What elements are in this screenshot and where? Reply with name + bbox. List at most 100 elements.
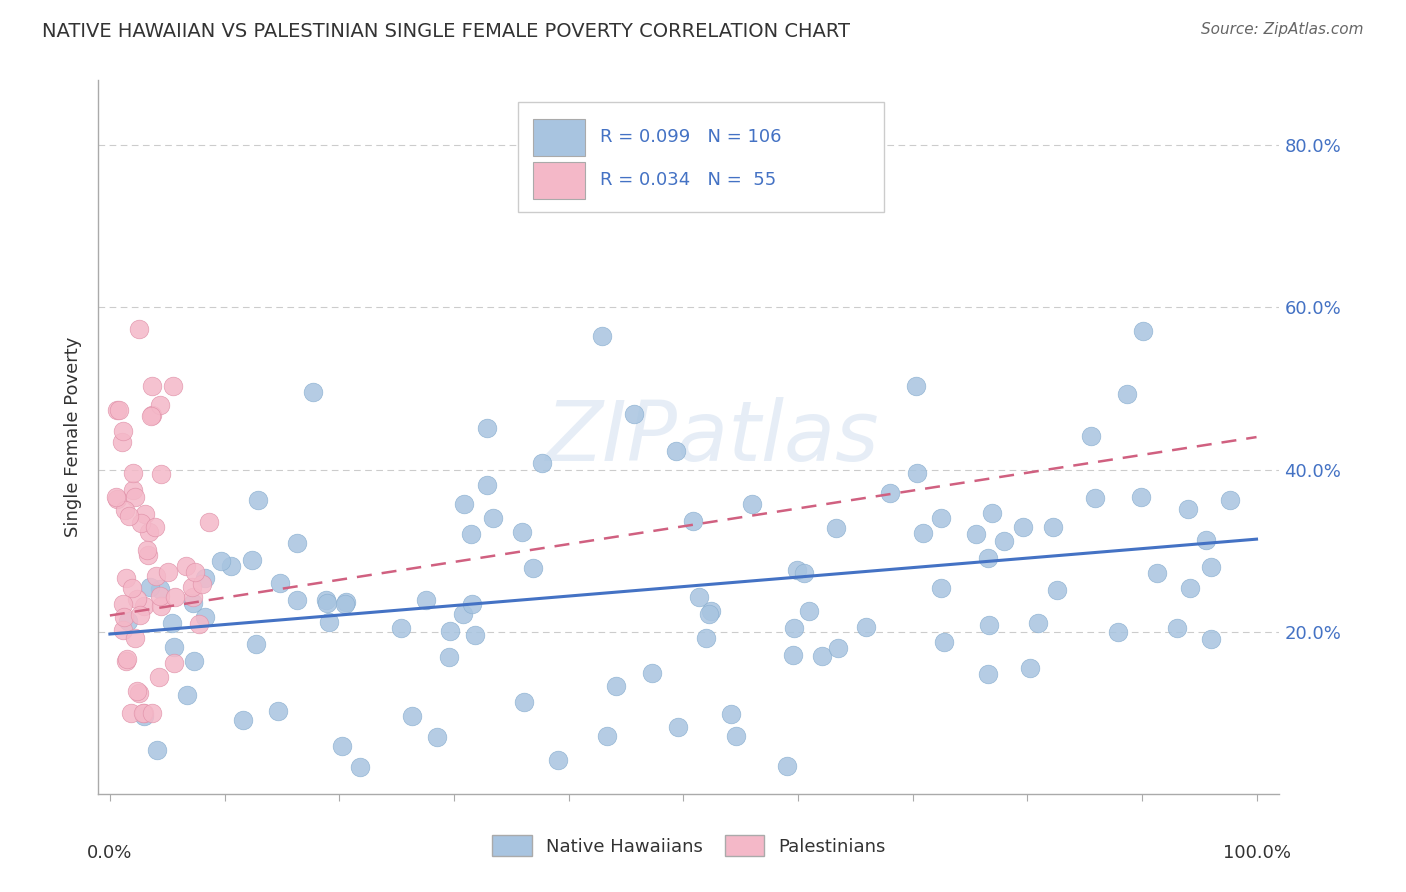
Point bbox=[426, 730, 449, 744]
Point bbox=[134, 706, 156, 720]
Text: Source: ZipAtlas.com: Source: ZipAtlas.com bbox=[1201, 22, 1364, 37]
Point bbox=[979, 618, 1001, 632]
Point bbox=[783, 621, 806, 635]
Point bbox=[124, 632, 146, 646]
Point bbox=[623, 407, 645, 421]
Point bbox=[129, 608, 152, 623]
Point bbox=[136, 543, 159, 558]
Point bbox=[193, 571, 215, 585]
Point bbox=[183, 654, 205, 668]
Point bbox=[128, 686, 150, 700]
Point bbox=[697, 607, 720, 621]
Point bbox=[591, 329, 613, 343]
Point bbox=[335, 595, 357, 609]
Point bbox=[285, 536, 308, 550]
Point bbox=[316, 596, 339, 610]
Point bbox=[145, 743, 167, 757]
Point bbox=[1011, 520, 1033, 534]
Point bbox=[120, 706, 142, 720]
Point bbox=[453, 497, 475, 511]
Point bbox=[1146, 566, 1168, 580]
Point bbox=[176, 688, 198, 702]
Text: 100.0%: 100.0% bbox=[1223, 844, 1291, 862]
Point bbox=[330, 739, 353, 754]
Point bbox=[114, 571, 136, 585]
Point bbox=[149, 467, 172, 482]
Point bbox=[522, 561, 544, 575]
Point bbox=[150, 599, 173, 614]
Point bbox=[349, 760, 371, 774]
Point bbox=[825, 521, 848, 535]
Point bbox=[139, 409, 162, 424]
Point bbox=[124, 490, 146, 504]
Point bbox=[596, 729, 619, 743]
Point bbox=[285, 593, 308, 607]
Point bbox=[315, 593, 337, 607]
Point bbox=[108, 402, 131, 417]
Point bbox=[163, 656, 186, 670]
Point bbox=[129, 516, 152, 531]
Point bbox=[1084, 491, 1107, 506]
Point bbox=[1199, 632, 1222, 646]
Point bbox=[121, 581, 143, 595]
Point bbox=[118, 509, 141, 524]
Point bbox=[174, 559, 197, 574]
Point bbox=[513, 695, 536, 709]
Point bbox=[741, 497, 763, 511]
Point bbox=[932, 635, 955, 649]
Point bbox=[111, 623, 134, 637]
Point bbox=[904, 379, 927, 393]
Point bbox=[302, 384, 325, 399]
Point bbox=[1018, 661, 1040, 675]
Point bbox=[180, 580, 202, 594]
Point bbox=[1166, 621, 1188, 635]
Point bbox=[415, 593, 437, 607]
Point bbox=[181, 596, 204, 610]
Point bbox=[209, 554, 232, 568]
Point bbox=[121, 466, 143, 480]
Point bbox=[245, 636, 267, 650]
Point bbox=[929, 511, 952, 525]
Point bbox=[194, 610, 217, 624]
Point bbox=[148, 670, 170, 684]
Point bbox=[128, 322, 150, 336]
Point bbox=[134, 708, 156, 723]
Point bbox=[460, 526, 482, 541]
Point bbox=[134, 599, 156, 613]
Point bbox=[695, 631, 717, 645]
Point bbox=[115, 655, 138, 669]
Point bbox=[247, 492, 270, 507]
Text: R = 0.099   N = 106: R = 0.099 N = 106 bbox=[600, 128, 782, 146]
Point bbox=[105, 492, 128, 507]
Point bbox=[1046, 582, 1069, 597]
Point bbox=[138, 524, 160, 539]
Point bbox=[114, 503, 136, 517]
Point bbox=[993, 533, 1015, 548]
Point bbox=[139, 580, 162, 594]
Point bbox=[267, 705, 290, 719]
Point bbox=[786, 563, 808, 577]
Point bbox=[145, 569, 167, 583]
Point bbox=[162, 379, 184, 393]
Point bbox=[665, 444, 688, 458]
Point bbox=[160, 615, 183, 630]
Point bbox=[188, 617, 211, 632]
Point bbox=[125, 591, 148, 606]
Point bbox=[181, 590, 204, 604]
Point bbox=[1178, 581, 1201, 595]
Point bbox=[464, 628, 486, 642]
Point bbox=[482, 511, 505, 525]
Point bbox=[793, 566, 815, 580]
Point bbox=[439, 624, 461, 639]
Point bbox=[1132, 324, 1154, 338]
Point bbox=[141, 408, 163, 422]
Point bbox=[1115, 387, 1137, 401]
Text: 0.0%: 0.0% bbox=[87, 844, 132, 862]
Point bbox=[117, 614, 139, 628]
Point bbox=[700, 604, 723, 618]
Point bbox=[191, 577, 214, 591]
Point bbox=[855, 620, 877, 634]
Text: NATIVE HAWAIIAN VS PALESTINIAN SINGLE FEMALE POVERTY CORRELATION CHART: NATIVE HAWAIIAN VS PALESTINIAN SINGLE FE… bbox=[42, 22, 851, 41]
Point bbox=[149, 589, 172, 603]
Point bbox=[827, 640, 849, 655]
